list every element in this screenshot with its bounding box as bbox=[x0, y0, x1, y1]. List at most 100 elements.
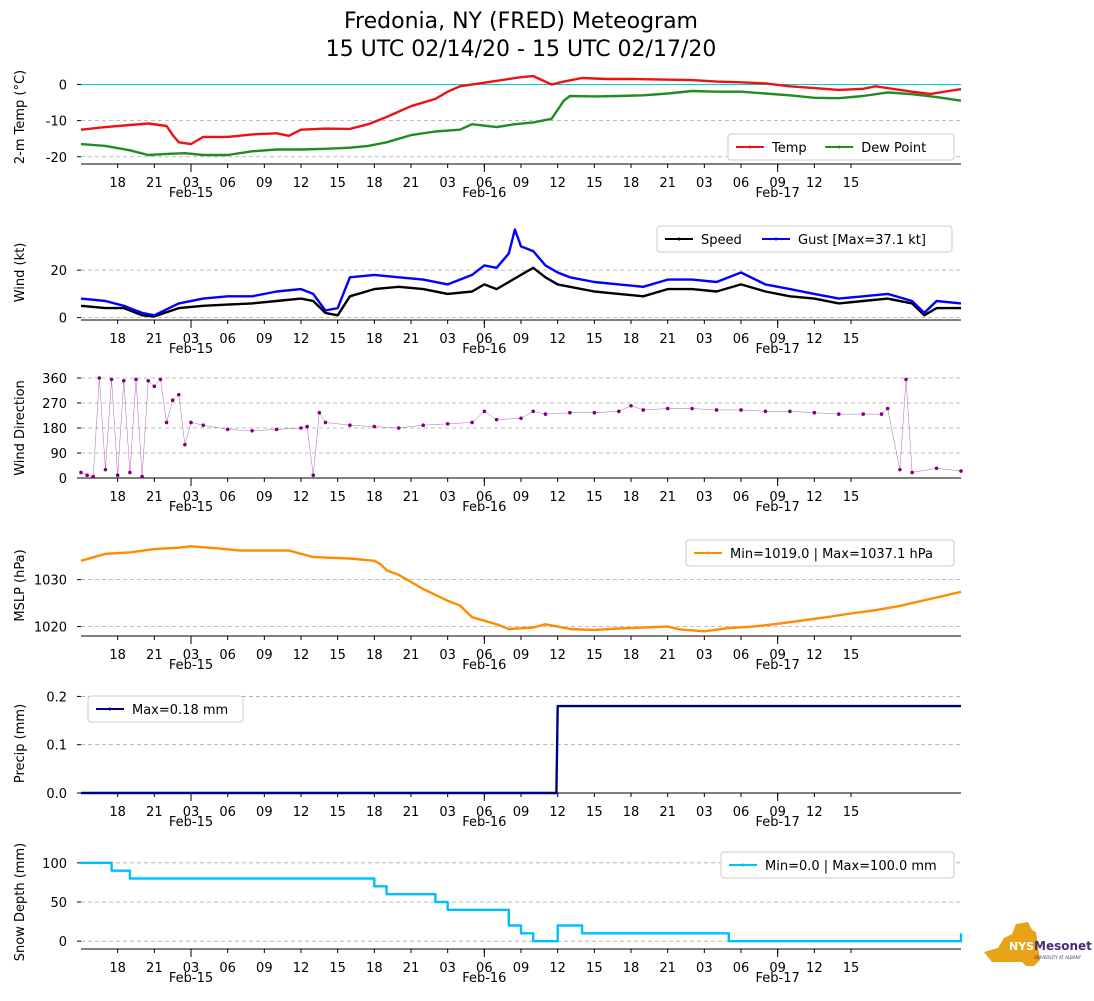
x-tick-label: 03 bbox=[696, 648, 713, 663]
data-point bbox=[519, 416, 523, 421]
x-tick-label: 21 bbox=[403, 332, 420, 347]
date-label: Feb-17 bbox=[756, 186, 800, 201]
x-tick-label: 12 bbox=[293, 490, 310, 505]
data-point bbox=[225, 427, 230, 432]
data-point bbox=[568, 410, 572, 415]
legend-label: Gust [Max=37.1 kt] bbox=[798, 233, 926, 248]
x-tick-label: 06 bbox=[733, 332, 750, 347]
data-point bbox=[299, 426, 303, 430]
x-tick-label: 15 bbox=[329, 805, 346, 820]
x-tick-label: 12 bbox=[293, 332, 310, 347]
x-tick-label: 15 bbox=[586, 805, 603, 820]
x-tick-label: 09 bbox=[769, 805, 786, 820]
data-point bbox=[494, 417, 499, 422]
y-tick-label: 0 bbox=[59, 78, 67, 93]
x-tick-label: 03 bbox=[183, 490, 200, 505]
y-tick-label: 0 bbox=[59, 472, 67, 487]
date-label: Feb-16 bbox=[462, 971, 506, 986]
legend-box bbox=[720, 851, 955, 879]
x-tick-label: 12 bbox=[806, 961, 823, 976]
data-point bbox=[323, 420, 328, 425]
data-point bbox=[91, 474, 96, 479]
data-point bbox=[885, 406, 890, 411]
date-label: Feb-16 bbox=[462, 342, 506, 357]
x-tick-label: 21 bbox=[403, 490, 420, 505]
x-tick-label: 06 bbox=[476, 648, 493, 663]
x-tick-label: 15 bbox=[586, 332, 603, 347]
chart-title-line2: 15 UTC 02/14/20 - 15 UTC 02/17/20 bbox=[326, 37, 717, 62]
x-tick-label: 12 bbox=[549, 176, 566, 191]
series-mslp-line bbox=[80, 545, 962, 633]
date-label: Feb-17 bbox=[756, 658, 800, 673]
x-tick-label: 06 bbox=[476, 490, 493, 505]
x-tick-label: 15 bbox=[329, 648, 346, 663]
date-label: Feb-15 bbox=[169, 342, 213, 357]
data-point bbox=[176, 392, 181, 397]
x-tick-label: 15 bbox=[586, 490, 603, 505]
data-point bbox=[158, 377, 163, 382]
x-tick-label: 06 bbox=[733, 490, 750, 505]
x-tick-label: 03 bbox=[439, 648, 456, 663]
panel-wind_direction: 360 270 180 90 0 18 21 03 06 09 12 15 18 21 03 06 09 12 15… bbox=[13, 372, 963, 515]
data-point bbox=[140, 474, 144, 479]
x-tick-label: 21 bbox=[403, 805, 420, 820]
legend-box bbox=[87, 695, 244, 723]
x-tick-label: 21 bbox=[659, 176, 676, 191]
date-label: Feb-16 bbox=[462, 186, 506, 201]
x-tick-label: 18 bbox=[109, 332, 126, 347]
x-tick-label: 03 bbox=[183, 961, 200, 976]
data-point bbox=[739, 408, 743, 412]
x-tick-label: 09 bbox=[769, 961, 786, 976]
y-tick-label: -20 bbox=[46, 151, 67, 166]
panel-snow_depth: 100 50 0 18 21 03 06 09 12 15 18 21 03 06 09 12 15 18 21 03… bbox=[13, 843, 963, 986]
x-tick-label: 15 bbox=[329, 176, 346, 191]
logo-text-nys: NYS bbox=[1009, 940, 1034, 953]
y-axis-label: Wind (kt) bbox=[13, 243, 28, 303]
x-tick-label: 09 bbox=[769, 176, 786, 191]
x-tick-label: 09 bbox=[513, 961, 530, 976]
y-axis-label: MSLP (hPa) bbox=[13, 549, 28, 621]
x-tick-label: 06 bbox=[476, 805, 493, 820]
data-point bbox=[103, 467, 108, 472]
data-point bbox=[959, 469, 963, 473]
y-tick-label: 1030 bbox=[34, 574, 67, 589]
x-tick-label: 09 bbox=[769, 490, 786, 505]
data-point bbox=[482, 409, 487, 414]
y-axis-label: Wind Direction bbox=[13, 380, 28, 476]
x-tick-label: 21 bbox=[146, 805, 163, 820]
legend-box bbox=[656, 225, 953, 253]
y-tick-label: 20 bbox=[50, 264, 67, 279]
x-tick-label: 21 bbox=[659, 648, 676, 663]
x-tick-label: 21 bbox=[403, 961, 420, 976]
legend-box bbox=[685, 539, 955, 567]
x-tick-label: 18 bbox=[109, 648, 126, 663]
y-tick-label: 180 bbox=[42, 422, 67, 437]
x-tick-label: 03 bbox=[439, 961, 456, 976]
x-tick-label: 03 bbox=[696, 961, 713, 976]
x-tick-label: 12 bbox=[806, 332, 823, 347]
data-point bbox=[134, 377, 138, 382]
x-tick-label: 09 bbox=[513, 332, 530, 347]
x-tick-label: 12 bbox=[549, 332, 566, 347]
data-point bbox=[97, 376, 102, 380]
x-tick-label: 18 bbox=[366, 961, 383, 976]
date-label: Feb-17 bbox=[756, 971, 800, 986]
x-tick-label: 21 bbox=[146, 176, 163, 191]
data-point bbox=[170, 398, 175, 403]
x-tick-label: 18 bbox=[109, 176, 126, 191]
data-point bbox=[934, 466, 939, 471]
data-point bbox=[317, 410, 322, 415]
x-tick-label: 12 bbox=[293, 176, 310, 191]
x-tick-label: 18 bbox=[366, 176, 383, 191]
x-tick-label: 21 bbox=[659, 961, 676, 976]
x-tick-label: 06 bbox=[219, 332, 236, 347]
series-wind_direction-trace bbox=[80, 377, 962, 477]
x-tick-label: 15 bbox=[329, 961, 346, 976]
x-tick-label: 03 bbox=[696, 805, 713, 820]
x-tick-label: 21 bbox=[146, 648, 163, 663]
series-wind-line-1 bbox=[80, 228, 962, 317]
x-tick-label: 18 bbox=[623, 490, 640, 505]
x-tick-label: 18 bbox=[623, 805, 640, 820]
legend-marker bbox=[837, 145, 841, 149]
x-tick-label: 03 bbox=[183, 332, 200, 347]
